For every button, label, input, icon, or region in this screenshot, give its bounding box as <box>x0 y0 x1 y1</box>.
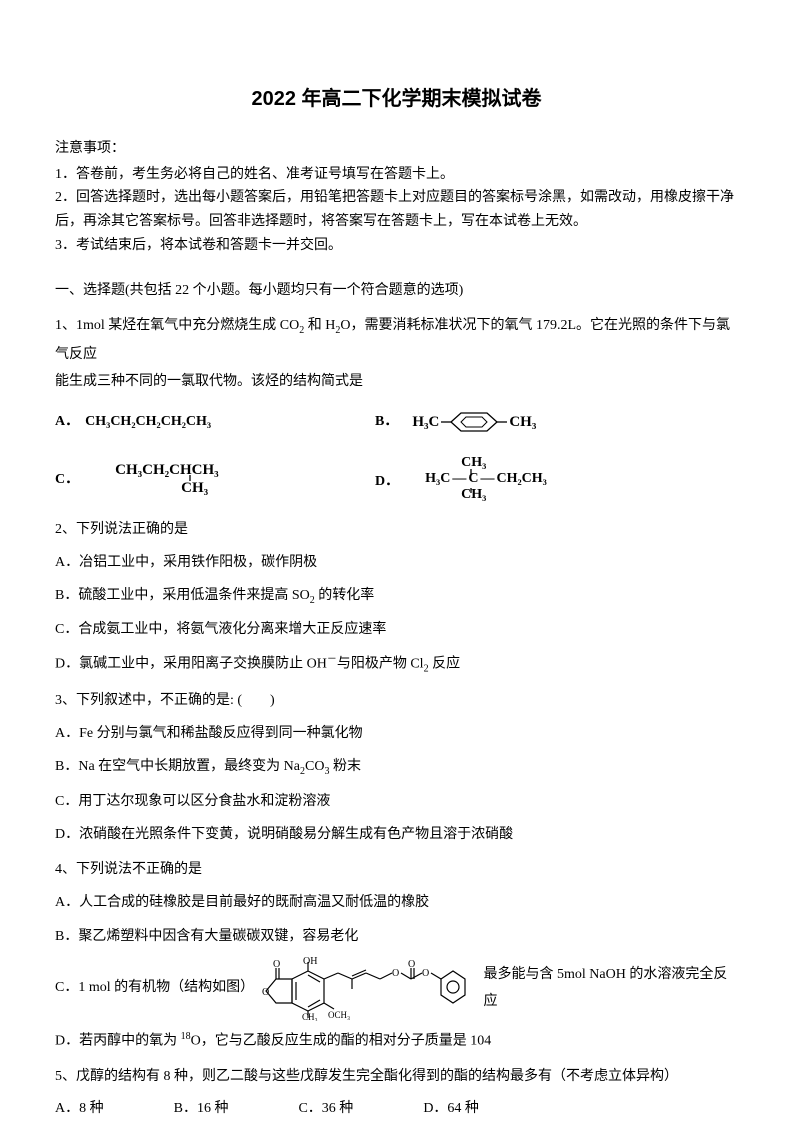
q5-options: A．8 种 B．16 种 C．36 种 D．64 种 <box>55 1096 738 1123</box>
question-2-stem: 2、下列说法正确的是 <box>55 516 738 543</box>
q4c-pre: C．1 mol 的有机物（结构如图） <box>55 975 252 1002</box>
q3-option-d: D．浓硝酸在光照条件下变黄，说明硝酸易分解生成有色产物且溶于浓硝酸 <box>55 821 738 848</box>
q5-option-d: D．64 种 <box>423 1096 479 1123</box>
q1-options: A． CH₃CH₂CH₂CH₂CH₃ B． H₃C CH₃ C． CH₃CH₂CH… <box>55 407 738 503</box>
q1-c-line2: CH₃ <box>145 479 219 497</box>
q1-a-formula: CH₃CH₂CH₂CH₂CH₃ <box>85 414 211 429</box>
q1-stem-part1: 1、1mol 某烃在氧气中充分燃烧生成 CO <box>55 318 299 333</box>
section-1-heading: 一、选择题(共包括 22 个小题。每小题均只有一个符合题意的选项) <box>55 278 738 305</box>
svg-text:CH₃: CH₃ <box>302 1012 318 1021</box>
q1-option-d: D． CH₃ H₃C—C—CH₂CH₃ CH₃ <box>375 455 547 503</box>
q1-stem-part1b: 和 H <box>304 318 335 333</box>
q4-option-c: C．1 mol 的有机物（结构如图） O O OH C <box>55 956 738 1021</box>
svg-text:O: O <box>262 987 269 998</box>
q1-b-label: B． <box>375 409 398 436</box>
q3-option-b: B．Na 在空气中长期放置，最终变为 Na2CO3 粉末 <box>55 753 738 781</box>
question-3-stem: 3、下列叙述中，不正确的是: ( ) <box>55 687 738 714</box>
q4-option-d: D．若丙醇中的氧为 18O，它与乙酸反应生成的酯的相对分子质量是 104 <box>55 1027 738 1055</box>
q4-option-a: A．人工合成的硅橡胶是目前最好的既耐高温又耐低温的橡胶 <box>55 889 738 916</box>
svg-text:O: O <box>408 959 415 970</box>
q1-a-label: A． <box>55 414 79 429</box>
q3-option-a: A．Fe 分别与氯气和稀盐酸反应得到同一种氯化物 <box>55 720 738 747</box>
q1-d-formula-block: CH₃ H₃C—C—CH₂CH₃ CH₃ <box>425 455 547 503</box>
question-4-stem: 4、下列说法不正确的是 <box>55 856 738 883</box>
q2-option-a: A．冶铝工业中，采用铁作阳极，碳作阴极 <box>55 549 738 576</box>
q1-stem-line2: 能生成三种不同的一氯取代物。该烃的结构简式是 <box>55 368 738 395</box>
question-1: 1、1mol 某烃在氧气中充分燃烧生成 CO2 和 H2O，需要消耗标准状况下的… <box>55 312 738 395</box>
q2-option-c: C．合成氨工业中，将氨气液化分离来增大正反应速率 <box>55 616 738 643</box>
q3-option-c: C．用丁达尔现象可以区分食盐水和淀粉溶液 <box>55 788 738 815</box>
notice-item-3: 3．考试结束后，将本试卷和答题卡一并交回。 <box>55 234 738 258</box>
q5-option-b: B．16 种 <box>174 1096 229 1123</box>
q4c-structure-diagram: O O OH CH₃ OCH₃ <box>258 956 478 1021</box>
notice-heading: 注意事项： <box>55 136 738 163</box>
svg-text:OH: OH <box>303 956 317 967</box>
benzene-ring-icon <box>439 407 509 437</box>
q1-option-a: A． CH₃CH₂CH₂CH₂CH₃ <box>55 409 375 436</box>
svg-text:O: O <box>392 968 399 979</box>
q1-option-b: B． H₃C CH₃ <box>375 407 536 437</box>
bond-bottom-icon <box>425 488 525 493</box>
question-5-stem: 5、戊醇的结构有 8 种，则乙二酸与这些戊醇发生完全酯化得到的酯的结构最多有（不… <box>55 1063 738 1090</box>
notice-item-1: 1．答卷前，考生务必将自己的姓名、准考证号填写在答题卡上。 <box>55 163 738 187</box>
q2-option-b: B．硫酸工业中，采用低温条件来提高 SO2 的转化率 <box>55 582 738 610</box>
q5-option-c: C．36 种 <box>298 1096 353 1123</box>
organic-structure-icon: O O OH CH₃ OCH₃ <box>258 956 478 1021</box>
q1-c-label: C． <box>55 467 79 494</box>
notice-item-2: 2．回答选择题时，选出每小题答案后，用铅笔把答题卡上对应题目的答案标号涂黑，如需… <box>55 186 738 234</box>
q4c-post: 最多能与含 5mol NaOH 的水溶液完全反应 <box>484 962 738 1015</box>
svg-text:OCH₃: OCH₃ <box>328 1010 350 1020</box>
svg-text:O: O <box>273 959 280 970</box>
svg-text:O: O <box>422 968 429 979</box>
q1-c-formula-block: CH₃CH₂CHCH₃ CH₃ <box>115 461 219 497</box>
q2-option-d: D．氯碱工业中，采用阳离子交换膜防止 OH－与阳极产物 Cl2 反应 <box>55 650 738 679</box>
page-title: 2022 年高二下化学期末模拟试卷 <box>55 80 738 118</box>
bond-top-icon <box>425 469 525 474</box>
q1-b-left-text: H₃C <box>412 408 439 437</box>
q5-option-a: A．8 种 <box>55 1096 104 1123</box>
q4-option-b: B．聚乙烯塑料中因含有大量碳碳双键，容易老化 <box>55 923 738 950</box>
q1-d-label: D． <box>375 469 399 496</box>
q1-b-right-text: CH₃ <box>509 408 536 437</box>
bond-line-icon <box>115 475 235 481</box>
q1-option-c: C． CH₃CH₂CHCH₃ CH₃ <box>55 461 375 497</box>
